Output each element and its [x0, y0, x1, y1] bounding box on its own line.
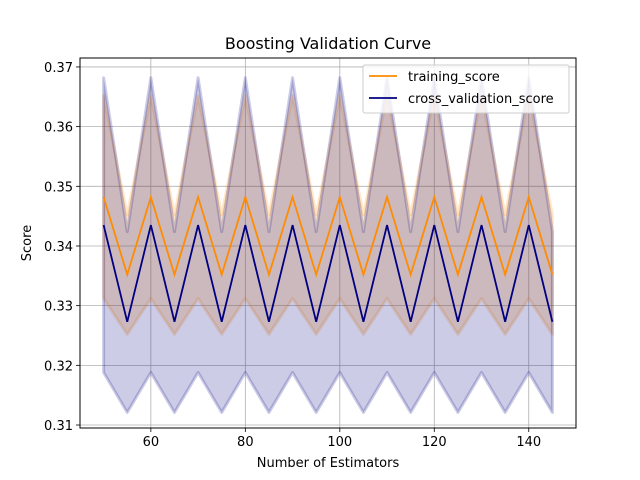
x-axis-title: Number of Estimators: [257, 456, 400, 471]
y-tick-label: 0.33: [44, 300, 73, 315]
plot-frame: [79, 57, 577, 429]
grid: [80, 58, 576, 428]
y-tick-label: 0.31: [44, 419, 73, 434]
confidence-band-training-score: [102, 94, 554, 336]
y-tick-label: 0.36: [44, 121, 73, 136]
x-tick-label: 120: [422, 435, 447, 450]
legend-label-training-score: training_score: [408, 70, 500, 85]
x-tick-label: 140: [516, 435, 541, 450]
legend-box: [362, 64, 570, 114]
confidence-bands: [102, 76, 554, 414]
legend-label-cross-validation-score: cross_validation_score: [408, 92, 554, 107]
y-tick-label: 0.35: [44, 180, 73, 195]
plot-background: [80, 58, 576, 428]
series-line-training-score: [102, 193, 554, 278]
y-tick-label: 0.37: [44, 61, 73, 76]
y-axis-title: Score: [20, 225, 35, 261]
series-lines: [102, 193, 554, 322]
plot-area: [79, 57, 577, 429]
y-tick-label: 0.34: [44, 240, 73, 255]
x-tick-label: 80: [237, 435, 254, 450]
x-tick-label: 100: [327, 435, 352, 450]
legend: training_score cross_validation_score: [362, 64, 570, 114]
confidence-band-cross-validation-score: [102, 76, 554, 414]
y-axis: 0.31 0.32 0.33 0.34 0.35 0.36 0.37: [44, 61, 80, 434]
x-axis: 60 80 100 120 140: [143, 428, 541, 450]
y-tick-label: 0.32: [44, 359, 73, 374]
series-line-cross-validation-score: [102, 224, 554, 322]
x-tick-label: 60: [143, 435, 160, 450]
chart-title: Boosting Validation Curve: [225, 34, 431, 53]
